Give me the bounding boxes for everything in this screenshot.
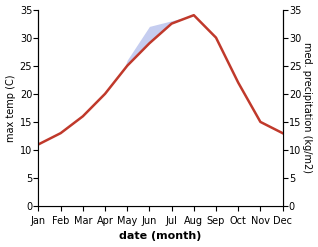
- X-axis label: date (month): date (month): [119, 231, 202, 242]
- Y-axis label: max temp (C): max temp (C): [5, 74, 16, 142]
- Y-axis label: med. precipitation (kg/m2): med. precipitation (kg/m2): [302, 42, 313, 173]
